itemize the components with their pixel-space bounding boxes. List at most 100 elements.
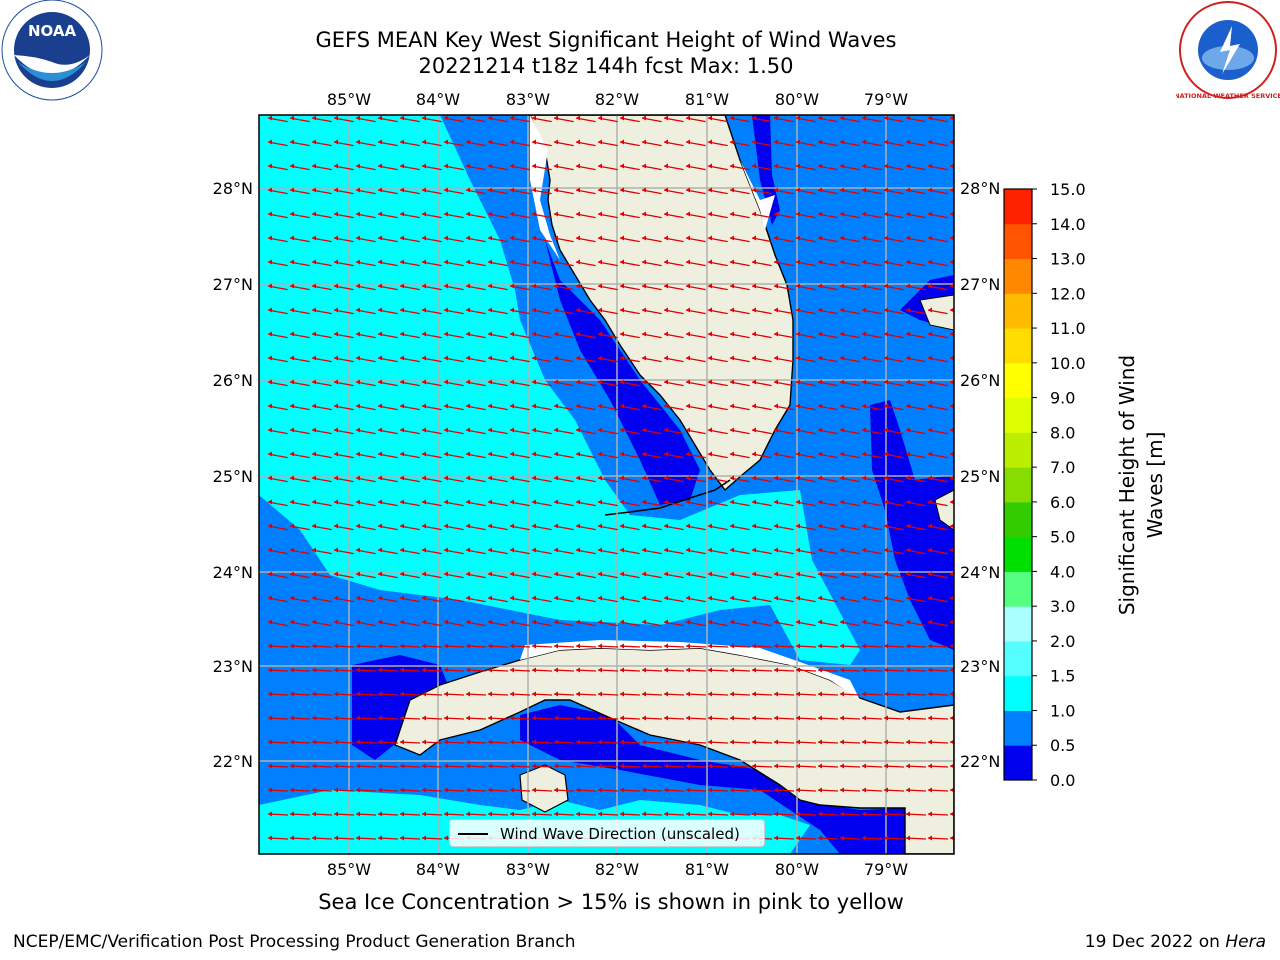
wind-arrow <box>773 259 794 267</box>
wind-arrow <box>861 259 882 267</box>
wind-arrow <box>641 331 662 339</box>
wind-arrow <box>883 523 904 531</box>
colorbar-tick-label: 12.0 <box>1050 284 1086 303</box>
map-subtitle-forecast: 20221214 t18z 144h fcst Max: 1.50 <box>418 54 794 78</box>
wind-arrow <box>509 115 530 123</box>
wind-arrow <box>839 283 860 291</box>
wind-arrow <box>443 235 464 243</box>
wind-arrow <box>509 139 530 147</box>
wind-arrow <box>707 115 728 123</box>
wind-arrow <box>663 235 684 243</box>
wind-arrow <box>861 355 882 363</box>
wind-arrow <box>685 379 706 387</box>
wind-arrow <box>553 379 574 387</box>
wind-arrow <box>267 643 289 649</box>
wind-arrow <box>685 547 706 555</box>
wind-arrow <box>465 715 487 721</box>
wind-arrow <box>487 331 508 339</box>
wind-arrow <box>355 283 376 291</box>
wind-arrow <box>751 739 773 745</box>
wind-arrow <box>289 763 311 769</box>
wind-arrow <box>289 307 310 315</box>
wind-arrow <box>795 427 816 435</box>
wind-arrow <box>531 355 552 363</box>
wind-arrow <box>377 163 398 171</box>
lat-tick-right: 22°N <box>960 752 1000 771</box>
wind-arrow <box>663 139 684 147</box>
wind-arrow <box>729 331 750 339</box>
wind-arrow <box>663 427 684 435</box>
wind-arrow <box>509 187 530 195</box>
wind-arrow <box>751 283 772 291</box>
wind-arrow <box>267 115 288 123</box>
wind-arrow <box>333 643 355 649</box>
wind-arrow <box>773 643 795 649</box>
wind-arrow <box>663 571 684 579</box>
bahamas-land <box>934 489 954 531</box>
lat-ticks-left: 28°N 27°N 26°N 25°N 24°N 23°N 22°N <box>213 179 253 771</box>
wind-arrow <box>487 739 509 745</box>
wind-arrow <box>817 115 838 123</box>
wind-arrow <box>773 283 794 291</box>
wind-arrow <box>443 139 464 147</box>
wind-arrow <box>399 427 420 435</box>
wind-arrow <box>817 715 839 721</box>
wind-arrow <box>267 667 289 673</box>
wind-arrow <box>377 715 399 721</box>
wind-arrow <box>267 235 288 243</box>
wind-arrow <box>377 787 399 793</box>
wind-arrow <box>289 667 311 673</box>
wind-arrow <box>487 211 508 219</box>
wind-arrow <box>751 547 772 555</box>
wind-arrow <box>905 499 926 507</box>
wind-arrow <box>773 211 794 219</box>
wind-arrow <box>905 379 926 387</box>
wind-arrow <box>575 331 596 339</box>
wind-arrow <box>883 835 905 841</box>
wind-arrow <box>839 139 860 147</box>
wind-arrow <box>575 499 596 507</box>
wind-arrow <box>267 523 288 531</box>
wind-arrow <box>839 739 861 745</box>
wind-arrow <box>575 787 597 793</box>
wind-arrow <box>377 115 398 123</box>
lon-tick-top: 79°W <box>864 90 908 109</box>
wind-arrow <box>377 667 399 673</box>
wind-arrow <box>487 235 508 243</box>
wind-arrow <box>355 571 376 579</box>
wind-arrow <box>553 739 575 745</box>
wind-arrow <box>399 187 420 195</box>
wind-arrow <box>729 307 750 315</box>
wind-arrow <box>927 235 948 243</box>
wind-arrow <box>597 595 618 603</box>
wind-arrow <box>531 643 553 649</box>
wind-arrow <box>685 259 706 267</box>
wind-arrow <box>465 571 486 579</box>
wind-arrow <box>707 379 728 387</box>
wind-arrow <box>355 787 377 793</box>
wind-arrow <box>707 691 729 697</box>
lon-tick-bottom: 84°W <box>416 860 460 879</box>
wind-arrow <box>861 187 882 195</box>
wind-arrow <box>597 571 618 579</box>
wind-arrow <box>355 643 377 649</box>
wind-arrow <box>421 523 442 531</box>
wind-arrow <box>531 115 552 123</box>
wind-arrow <box>553 187 574 195</box>
wind-arrow <box>619 355 640 363</box>
nws-logo: NATIONAL WEATHER SERVICE <box>1176 1 1280 100</box>
wind-arrow <box>641 787 663 793</box>
wind-arrow <box>707 763 729 769</box>
wind-arrow <box>883 211 904 219</box>
wind-arrow <box>289 739 311 745</box>
wind-arrow <box>619 259 640 267</box>
wind-arrow <box>905 811 927 817</box>
wind-arrow <box>685 499 706 507</box>
wind-arrow <box>553 475 574 483</box>
wind-arrow <box>531 307 552 315</box>
colorbar: 0.0 0.5 1.0 1.5 2.0 3.0 4.0 5.0 6.0 7.0 8.0 9.0 10.0… <box>1003 180 1086 790</box>
wind-arrow <box>509 811 531 817</box>
wind-arrow <box>355 403 376 411</box>
wind-arrow <box>531 163 552 171</box>
